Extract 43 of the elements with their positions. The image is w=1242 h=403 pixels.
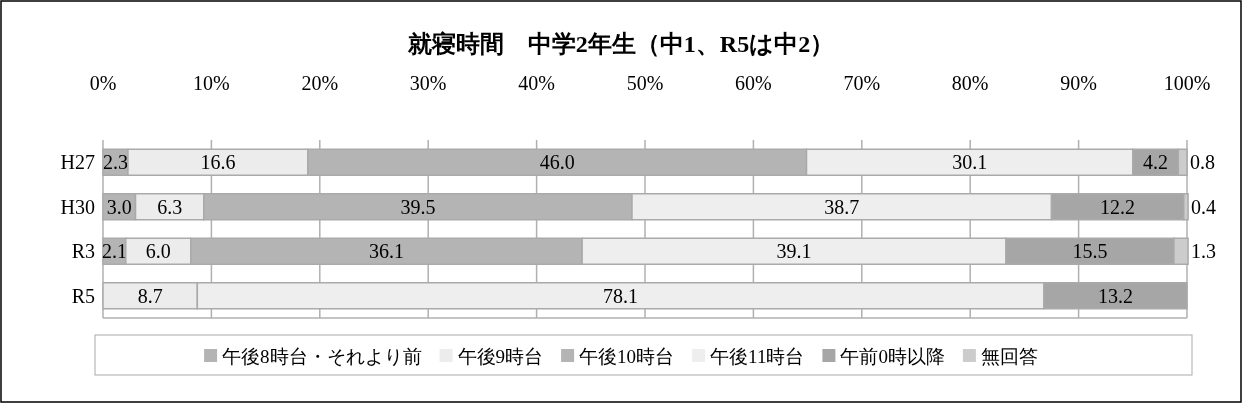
y-tick-label: R3 (71, 240, 95, 263)
data-label: 16.6 (200, 151, 236, 174)
chart-title: 就寝時間 中学2年生（中1、R5は中2） (406, 31, 835, 57)
data-label: 4.2 (1143, 151, 1169, 174)
data-label: 1.3 (1191, 240, 1217, 263)
x-tick-label: 60% (735, 72, 772, 94)
legend-label: 午後11時台 (710, 346, 805, 367)
y-tick-label: H27 (60, 151, 95, 174)
x-tick-label: 50% (626, 72, 664, 94)
data-label: 46.0 (539, 151, 575, 174)
data-label: 8.7 (137, 284, 163, 307)
data-label: 0.8 (1190, 151, 1215, 174)
x-tick-label: 10% (193, 72, 230, 94)
x-tick-label: 30% (409, 72, 447, 94)
data-label: 39.1 (776, 240, 812, 263)
x-tick-label: 100% (1163, 72, 1211, 94)
data-label: 2.3 (102, 151, 128, 174)
data-label: 6.0 (145, 240, 171, 263)
x-tick-label: 20% (301, 72, 339, 94)
data-label: 39.5 (400, 195, 436, 218)
x-tick-label: 0% (89, 72, 117, 94)
data-label: 12.2 (1100, 195, 1136, 218)
legend-label: 無回答 (980, 346, 1038, 367)
legend-label: 午後9時台 (457, 346, 544, 367)
legend-label: 午後10時台 (579, 346, 675, 367)
data-label: 15.5 (1072, 240, 1108, 263)
x-tick-label: 90% (1060, 72, 1097, 94)
data-label: 2.1 (101, 240, 127, 263)
data-label: 38.7 (824, 195, 860, 218)
legend-label: 午後8時台・それより前 (222, 346, 422, 367)
legend-label: 午前0時以降 (840, 346, 945, 367)
y-tick-label: R5 (71, 284, 95, 307)
x-tick-label: 40% (518, 72, 555, 94)
data-label: 0.4 (1191, 195, 1217, 218)
data-label: 6.3 (157, 195, 183, 218)
x-tick-label: 80% (951, 72, 989, 94)
data-label: 36.1 (368, 240, 404, 263)
data-label: 30.1 (952, 151, 988, 174)
data-label: 3.0 (106, 195, 132, 218)
data-label: 78.1 (603, 284, 639, 307)
x-tick-label: 70% (843, 72, 881, 94)
data-label: 13.2 (1097, 284, 1133, 307)
y-tick-label: H30 (60, 195, 95, 218)
